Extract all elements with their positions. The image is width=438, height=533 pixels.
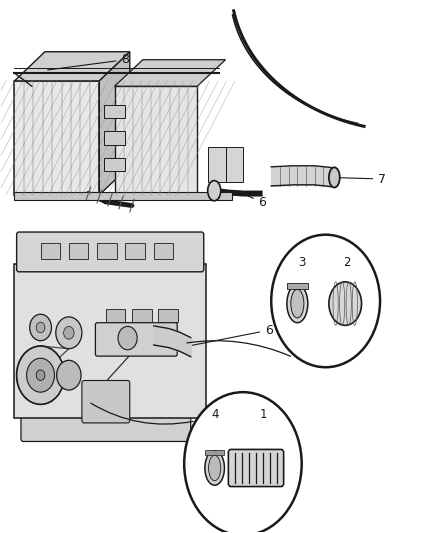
Bar — [14, 192, 232, 200]
Text: 8: 8 — [48, 53, 129, 70]
FancyBboxPatch shape — [17, 232, 204, 272]
Bar — [287, 284, 308, 289]
FancyBboxPatch shape — [21, 415, 191, 441]
Bar — [41, 243, 60, 259]
Bar — [226, 147, 243, 182]
Bar — [97, 243, 117, 259]
Circle shape — [184, 392, 302, 533]
Polygon shape — [99, 52, 130, 195]
Circle shape — [30, 314, 51, 341]
Text: 3: 3 — [298, 256, 305, 269]
FancyBboxPatch shape — [95, 322, 177, 356]
Bar — [104, 131, 125, 144]
Ellipse shape — [208, 455, 221, 481]
Ellipse shape — [287, 285, 308, 322]
Bar — [69, 243, 88, 259]
Circle shape — [57, 360, 81, 390]
Bar — [125, 243, 145, 259]
Ellipse shape — [329, 282, 361, 325]
Bar — [158, 309, 178, 322]
Bar — [14, 264, 206, 418]
Ellipse shape — [329, 167, 340, 188]
Bar — [104, 158, 125, 171]
Text: 4: 4 — [211, 408, 219, 422]
Bar — [14, 81, 99, 195]
FancyBboxPatch shape — [82, 381, 130, 423]
Bar — [132, 309, 152, 322]
Ellipse shape — [208, 181, 221, 201]
Ellipse shape — [205, 451, 224, 485]
Circle shape — [17, 346, 64, 405]
Circle shape — [64, 326, 74, 339]
Bar — [205, 450, 224, 455]
Ellipse shape — [291, 289, 304, 318]
Circle shape — [56, 317, 82, 349]
Bar — [154, 243, 173, 259]
Circle shape — [27, 358, 54, 392]
Bar — [208, 147, 226, 182]
Bar — [104, 105, 125, 118]
Polygon shape — [115, 60, 226, 86]
Text: 7: 7 — [333, 173, 386, 185]
FancyBboxPatch shape — [228, 449, 284, 487]
Circle shape — [118, 326, 137, 350]
Text: 6: 6 — [245, 195, 266, 209]
Circle shape — [36, 370, 45, 381]
Polygon shape — [14, 52, 130, 81]
Circle shape — [36, 322, 45, 333]
Text: 6: 6 — [191, 324, 273, 345]
Text: 2: 2 — [343, 256, 350, 269]
Bar — [106, 309, 125, 322]
Circle shape — [271, 235, 380, 367]
Bar — [115, 86, 197, 195]
Text: 1: 1 — [260, 408, 268, 422]
Text: 7: 7 — [97, 325, 155, 392]
